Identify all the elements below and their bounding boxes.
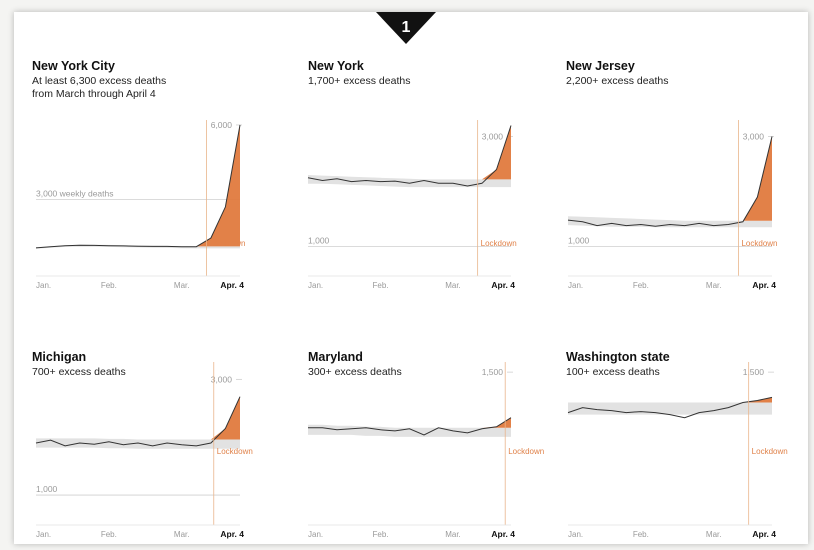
- x-tick-label: Apr. 4: [752, 529, 776, 539]
- excess-deaths-area: [36, 396, 240, 440]
- chart-panel-5: Maryland 300+ excess deaths 1,500 Lockdown J…: [308, 350, 544, 539]
- x-tick-label: Apr. 4: [491, 529, 515, 539]
- chart-panel-4: Michigan 700+ excess deaths 3,000 1,000 Lock…: [32, 350, 253, 539]
- ref-line-label: 3,000: [743, 132, 765, 142]
- ref-line-label: 1,000: [308, 236, 330, 246]
- badge-number: 1: [402, 19, 411, 36]
- chart-subtitle: 300+ excess deaths: [308, 366, 402, 378]
- observed-deaths-line: [35, 396, 241, 447]
- chart-panel-1: New York City At least 6,300 excess death…: [32, 59, 246, 290]
- observed-deaths-line: [567, 396, 773, 419]
- chart-subtitle: from March through April 4: [32, 88, 156, 100]
- ref-line-label: 3,000 weekly deaths: [36, 188, 114, 198]
- excess-deaths-area: [36, 125, 240, 248]
- chart-subtitle: 1,700+ excess deaths: [308, 75, 410, 87]
- chart-panel-6: Washington state 100+ excess deaths 1,500 L…: [566, 350, 788, 539]
- observed-deaths-line: [567, 136, 773, 227]
- x-tick-label: Apr. 4: [220, 280, 244, 290]
- chart-title: New York: [308, 59, 364, 73]
- ref-line-label: 3,000: [482, 132, 504, 142]
- chart-title: New York City: [32, 59, 115, 73]
- x-tick-label: Jan.: [308, 281, 323, 290]
- x-tick-label: Mar.: [706, 281, 722, 290]
- figure-frame: New York City At least 6,300 excess death…: [14, 12, 808, 544]
- chart-subtitle: 700+ excess deaths: [32, 366, 126, 378]
- x-tick-label: Mar.: [445, 281, 461, 290]
- chart-panel-2: New York 1,700+ excess deaths 3,000 1,000 Lo…: [307, 59, 517, 290]
- ref-line-label: 1,500: [482, 367, 504, 377]
- ref-line-label: 3,000: [211, 374, 233, 384]
- excess-deaths-area: [308, 125, 511, 180]
- chart-subtitle: At least 6,300 excess deaths: [32, 75, 166, 87]
- x-tick-label: Apr. 4: [491, 280, 515, 290]
- baseline-band: [308, 424, 511, 437]
- lockdown-label: Lockdown: [508, 447, 544, 456]
- badge-triangle: [376, 12, 436, 44]
- lockdown-label: Lockdown: [741, 239, 777, 248]
- excess-deaths-area: [568, 136, 772, 221]
- ref-line-label: 1,000: [568, 236, 590, 246]
- chart-panel-3: New Jersey 2,200+ excess deaths 3,000 1,000…: [566, 59, 778, 290]
- x-tick-label: Jan.: [568, 281, 583, 290]
- x-tick-label: Mar.: [174, 530, 190, 539]
- observed-deaths-line: [307, 125, 512, 187]
- excess-deaths-area: [568, 397, 772, 403]
- x-tick-label: Mar.: [445, 530, 461, 539]
- x-tick-label: Jan.: [36, 530, 51, 539]
- x-tick-label: Feb.: [633, 530, 649, 539]
- x-tick-label: Mar.: [174, 281, 190, 290]
- baseline-band: [36, 438, 240, 449]
- observed-deaths-line: [35, 124, 241, 249]
- small-multiples-charts: New York City At least 6,300 excess death…: [32, 59, 788, 539]
- x-tick-label: Feb.: [101, 281, 117, 290]
- lockdown-label: Lockdown: [209, 239, 245, 248]
- x-tick-label: Feb.: [633, 281, 649, 290]
- x-tick-label: Mar.: [706, 530, 722, 539]
- lockdown-label: Lockdown: [752, 447, 788, 456]
- number-badge: 1: [376, 12, 436, 44]
- chart-title: New Jersey: [566, 59, 635, 73]
- x-tick-label: Feb.: [372, 281, 388, 290]
- x-tick-label: Feb.: [372, 530, 388, 539]
- ref-line-label: 1,500: [743, 367, 765, 377]
- x-tick-label: Jan.: [568, 530, 583, 539]
- baseline-band: [568, 402, 772, 415]
- x-tick-label: Apr. 4: [752, 280, 776, 290]
- chart-title: Maryland: [308, 350, 363, 364]
- x-tick-label: Apr. 4: [220, 529, 244, 539]
- x-tick-label: Jan.: [36, 281, 51, 290]
- chart-subtitle: 100+ excess deaths: [566, 366, 660, 378]
- lockdown-label: Lockdown: [481, 239, 517, 248]
- chart-title: Michigan: [32, 350, 86, 364]
- x-tick-label: Jan.: [308, 530, 323, 539]
- chart-subtitle: 2,200+ excess deaths: [566, 75, 668, 87]
- observed-deaths-line: [308, 417, 512, 436]
- ref-line-label: 1,000: [36, 484, 58, 494]
- x-tick-label: Feb.: [101, 530, 117, 539]
- ref-line-label: 6,000: [211, 120, 233, 130]
- chart-title: Washington state: [566, 350, 670, 364]
- baseline-band: [308, 175, 511, 188]
- lockdown-label: Lockdown: [217, 447, 253, 456]
